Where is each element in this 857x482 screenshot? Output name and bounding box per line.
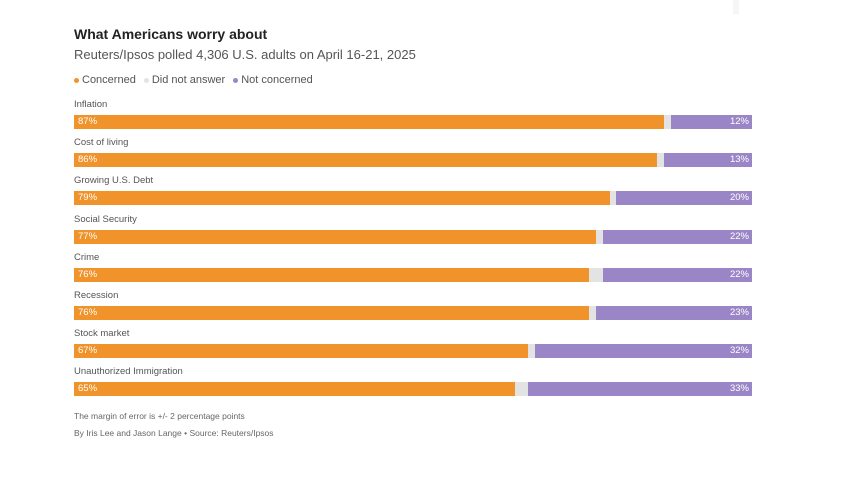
- value-label-not-concerned-social-security: 22%: [729, 230, 749, 242]
- value-label-concerned-social-security: 77%: [78, 230, 98, 242]
- bar-concerned-stock-market: 67%: [74, 344, 529, 359]
- bar-concerned-cost-of-living: 86%: [74, 153, 658, 168]
- bar-concerned-recession: 76%: [74, 306, 590, 320]
- bar-concerned-growing-u-s-debt: 79%: [74, 191, 610, 206]
- bar-not-concerned-unauthorized-immigration: 33%: [528, 382, 752, 397]
- bar-concerned-inflation: 87%: [74, 115, 664, 129]
- value-label-not-concerned-stock-market: 32%: [729, 345, 749, 357]
- top-edge-mark: [733, 0, 739, 14]
- legend-item-concerned: Concerned: [74, 74, 136, 86]
- value-label-not-concerned-crime: 22%: [729, 268, 749, 280]
- bar-did-not-answer-growing-u-s-debt: [609, 191, 617, 206]
- footnote-margin-of-error: The margin of error is +/- 2 percentage …: [74, 411, 245, 421]
- value-label-concerned-crime: 76%: [78, 268, 98, 280]
- footnote-credit: By Iris Lee and Jason Lange • Source: Re…: [74, 428, 274, 438]
- category-label-social-security: Social Security: [74, 213, 137, 225]
- value-label-not-concerned-recession: 23%: [729, 307, 749, 318]
- value-label-concerned-growing-u-s-debt: 79%: [78, 192, 98, 204]
- bar-did-not-answer-inflation: [663, 115, 671, 129]
- legend-label-concerned: Concerned: [82, 74, 136, 86]
- category-label-growing-u-s-debt: Growing U.S. Debt: [74, 175, 154, 187]
- bar-row-stock-market: 67% 32%: [74, 344, 752, 359]
- bar-row-growing-u-s-debt: 79% 20%: [74, 191, 752, 206]
- value-label-concerned-cost-of-living: 86%: [78, 154, 98, 166]
- legend-dot-did-not-answer: [143, 77, 149, 83]
- value-label-concerned-inflation: 87%: [78, 116, 98, 127]
- category-label-inflation: Inflation: [74, 99, 108, 110]
- value-label-not-concerned-growing-u-s-debt: 20%: [729, 192, 749, 204]
- category-label-cost-of-living: Cost of living: [74, 137, 129, 149]
- value-label-not-concerned-cost-of-living: 13%: [729, 154, 749, 166]
- bar-did-not-answer-stock-market: [528, 344, 536, 359]
- bar-not-concerned-crime: 22%: [602, 267, 752, 282]
- bar-did-not-answer-cost-of-living: [657, 153, 664, 168]
- bar-did-not-answer-crime: [589, 267, 603, 282]
- bar-row-recession: 76% 23%: [74, 306, 752, 320]
- bar-concerned-social-security: 77%: [74, 229, 597, 244]
- category-label-crime: Crime: [74, 251, 100, 263]
- bar-row-inflation: 87% 12%: [74, 115, 752, 129]
- legend-dot-concerned: [74, 77, 79, 83]
- legend-label-did-not-answer: Did not answer: [151, 74, 226, 86]
- bar-row-cost-of-living: 86% 13%: [74, 153, 752, 168]
- category-label-stock-market: Stock market: [74, 328, 130, 340]
- value-label-concerned-recession: 76%: [78, 307, 98, 318]
- bar-row-unauthorized-immigration: 65% 33%: [74, 382, 752, 397]
- bar-not-concerned-growing-u-s-debt: 20%: [616, 191, 752, 206]
- bar-did-not-answer-social-security: [596, 229, 603, 244]
- category-label-recession: Recession: [74, 290, 119, 301]
- value-label-not-concerned-inflation: 12%: [729, 116, 749, 127]
- category-label-unauthorized-immigration: Unauthorized Immigration: [74, 366, 183, 378]
- legend-label-not-concerned: Not concerned: [241, 74, 313, 86]
- chart-title: What Americans worry about: [74, 26, 268, 42]
- legend: Concerned Did not answer Not concerned: [74, 74, 313, 86]
- bar-concerned-unauthorized-immigration: 65%: [74, 382, 515, 397]
- bar-chart: Inflation 87% 12% Cost of living 86% 13% Growi…: [74, 0, 752, 482]
- bar-did-not-answer-unauthorized-immigration: [514, 382, 529, 397]
- bar-did-not-answer-recession: [589, 306, 597, 320]
- value-label-concerned-unauthorized-immigration: 65%: [78, 383, 98, 395]
- legend-item-did-not-answer: Did not answer: [143, 74, 226, 86]
- legend-item-not-concerned: Not concerned: [233, 74, 313, 86]
- value-label-not-concerned-unauthorized-immigration: 33%: [729, 383, 749, 395]
- legend-dot-not-concerned: [233, 77, 239, 83]
- bar-not-concerned-social-security: 22%: [602, 229, 752, 244]
- bar-not-concerned-stock-market: 32%: [535, 344, 752, 359]
- bar-not-concerned-cost-of-living: 13%: [663, 153, 752, 168]
- value-label-concerned-stock-market: 67%: [78, 345, 98, 357]
- chart-subtitle: Reuters/Ipsos polled 4,306 U.S. adults o…: [74, 47, 416, 62]
- bar-row-social-security: 77% 22%: [74, 229, 752, 244]
- bar-row-crime: 76% 22%: [74, 267, 752, 282]
- bar-concerned-crime: 76%: [74, 267, 590, 282]
- bar-not-concerned-recession: 23%: [596, 306, 752, 320]
- bar-not-concerned-inflation: 12%: [670, 115, 752, 129]
